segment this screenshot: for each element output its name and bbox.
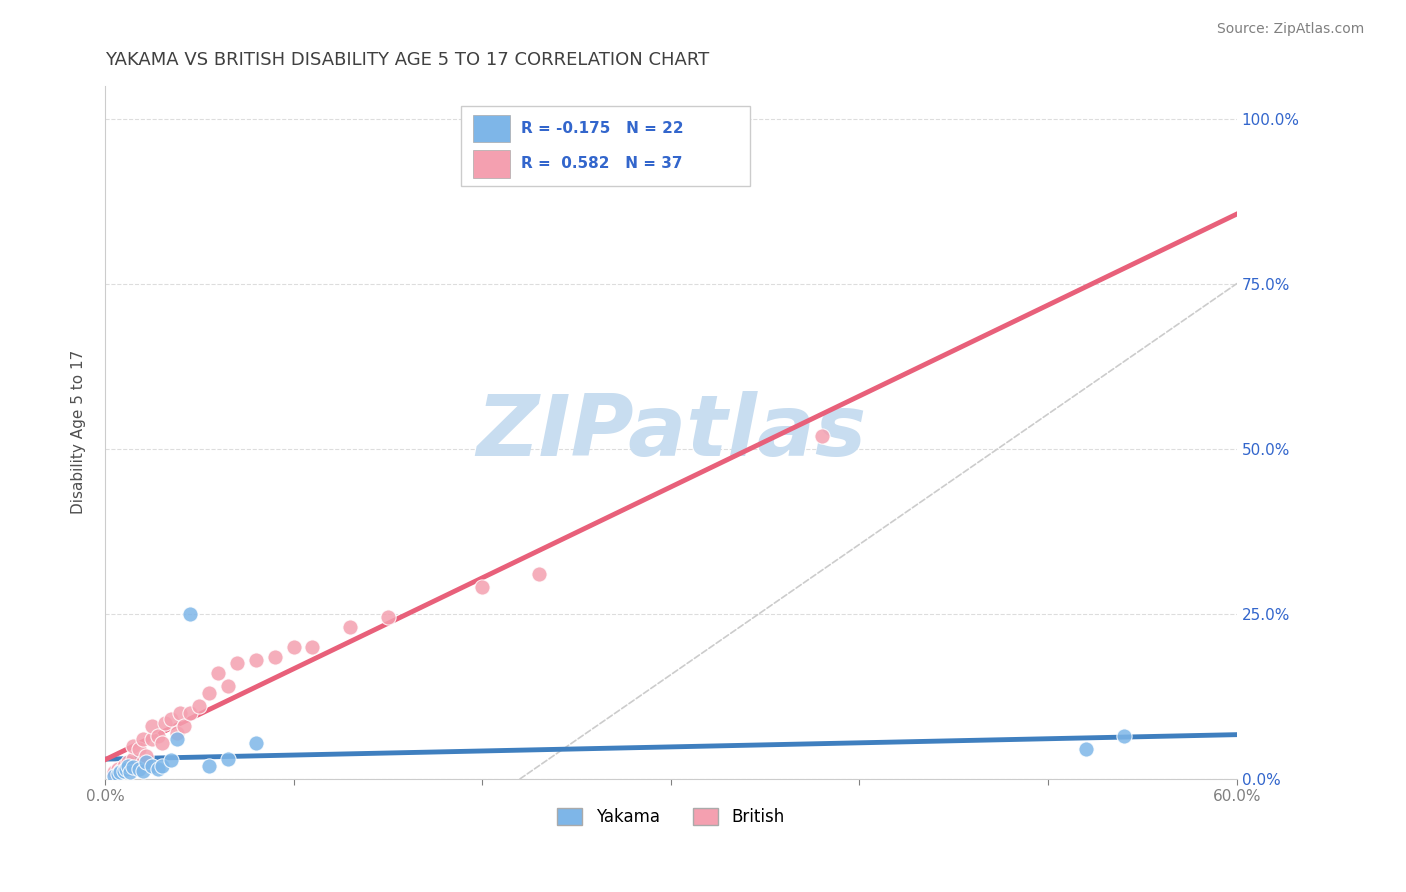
Point xyxy=(108,765,131,780)
Point xyxy=(107,762,129,776)
Text: YAKAMA VS BRITISH DISABILITY AGE 5 TO 17 CORRELATION CHART: YAKAMA VS BRITISH DISABILITY AGE 5 TO 17… xyxy=(105,51,709,69)
Point xyxy=(283,640,305,654)
Point xyxy=(117,756,139,770)
Point xyxy=(179,706,201,720)
Point xyxy=(197,686,219,700)
FancyBboxPatch shape xyxy=(472,115,510,143)
Text: R = -0.175   N = 22: R = -0.175 N = 22 xyxy=(522,121,685,136)
FancyBboxPatch shape xyxy=(461,106,749,186)
Point xyxy=(141,732,163,747)
Point xyxy=(118,765,141,780)
Point xyxy=(112,760,135,774)
Point xyxy=(118,762,141,776)
Point xyxy=(217,680,239,694)
Y-axis label: Disability Age 5 to 17: Disability Age 5 to 17 xyxy=(72,350,86,515)
Point xyxy=(179,607,201,621)
Point xyxy=(339,620,361,634)
Point xyxy=(103,765,125,780)
Point xyxy=(1074,742,1097,756)
Point xyxy=(166,732,188,747)
Point xyxy=(188,699,211,714)
Point xyxy=(245,653,267,667)
Point xyxy=(135,756,157,770)
Point xyxy=(217,752,239,766)
Text: ZIPatlas: ZIPatlas xyxy=(475,391,866,474)
Legend: Yakama, British: Yakama, British xyxy=(551,802,792,833)
Point xyxy=(146,729,169,743)
Point xyxy=(107,766,129,780)
Point xyxy=(226,657,249,671)
Point xyxy=(132,764,155,778)
Point xyxy=(128,762,150,776)
Point xyxy=(810,428,832,442)
Point xyxy=(108,764,131,778)
Point xyxy=(527,567,550,582)
Point xyxy=(301,640,323,654)
FancyBboxPatch shape xyxy=(472,150,510,178)
Point xyxy=(114,762,136,776)
Point xyxy=(132,756,155,770)
Point xyxy=(122,739,145,753)
Point xyxy=(150,758,173,772)
Point xyxy=(141,758,163,772)
Point xyxy=(122,760,145,774)
Point xyxy=(245,736,267,750)
Point xyxy=(146,762,169,776)
Point xyxy=(132,732,155,747)
Point xyxy=(160,713,183,727)
Point xyxy=(263,649,285,664)
Point xyxy=(117,758,139,772)
Point xyxy=(141,719,163,733)
Point xyxy=(128,742,150,756)
Point xyxy=(173,719,195,733)
Text: R =  0.582   N = 37: R = 0.582 N = 37 xyxy=(522,156,683,171)
Point xyxy=(471,581,494,595)
Point xyxy=(112,764,135,778)
Point xyxy=(166,725,188,739)
Point xyxy=(160,753,183,767)
Point xyxy=(169,706,191,720)
Point xyxy=(155,715,177,730)
Point xyxy=(135,748,157,763)
Point xyxy=(197,758,219,772)
Point xyxy=(150,736,173,750)
Point xyxy=(1112,729,1135,743)
Text: Source: ZipAtlas.com: Source: ZipAtlas.com xyxy=(1216,22,1364,37)
Point xyxy=(377,610,399,624)
Point xyxy=(103,769,125,783)
Point xyxy=(112,758,135,772)
Point xyxy=(207,666,229,681)
Point xyxy=(122,752,145,766)
